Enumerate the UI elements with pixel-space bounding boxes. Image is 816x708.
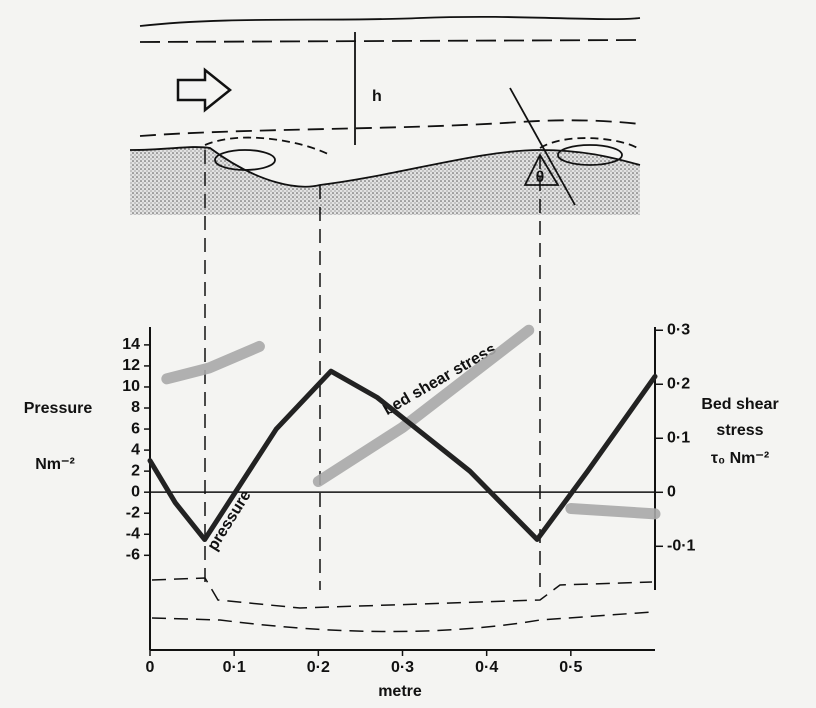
y-tick-label: 0: [131, 483, 140, 500]
curve-label: bed shear stress: [381, 341, 500, 419]
data-line: [161, 324, 661, 520]
x-tick-label: 0·3: [391, 659, 414, 676]
y-tick-label: 2: [131, 462, 140, 479]
y-axis-label: Pressure: [23, 400, 93, 417]
y-tick-label: 12: [122, 357, 140, 374]
y-tick-label: -6: [126, 547, 140, 564]
y-tick-label: -4: [126, 525, 140, 542]
diagram-label: h: [372, 88, 382, 105]
x-tick-label: 0·2: [307, 659, 330, 676]
y2-tick-label: 0·2: [667, 375, 690, 392]
y2-tick-label: -0·1: [667, 538, 696, 555]
flow-diagram: [129, 15, 641, 215]
y-tick-label: -2: [126, 504, 140, 521]
y2-axis-label: Bed shear stress: [701, 396, 779, 439]
x-axis-label: metre: [378, 683, 422, 700]
x-tick-label: 0: [146, 659, 155, 676]
y2-tick-label: 0·1: [667, 429, 690, 446]
y2-axis-unit: τ₀ Nm⁻²: [710, 450, 770, 467]
x-tick-label: 0·1: [223, 659, 246, 676]
y-tick-label: 14: [122, 336, 140, 353]
y-axis-unit: Nm⁻²: [35, 456, 75, 473]
y2-tick-label: 0: [667, 483, 676, 500]
y-tick-label: 8: [131, 399, 140, 416]
x-tick-label: 0·4: [475, 659, 498, 676]
y2-tick-label: 0·3: [667, 321, 690, 338]
y-tick-label: 6: [131, 420, 140, 437]
data-line: [147, 368, 658, 543]
y-tick-label: 4: [131, 441, 140, 458]
y-tick-label: 10: [122, 378, 140, 395]
x-tick-label: 0·5: [559, 659, 582, 676]
